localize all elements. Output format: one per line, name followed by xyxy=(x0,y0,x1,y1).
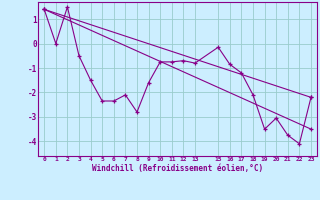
X-axis label: Windchill (Refroidissement éolien,°C): Windchill (Refroidissement éolien,°C) xyxy=(92,164,263,173)
